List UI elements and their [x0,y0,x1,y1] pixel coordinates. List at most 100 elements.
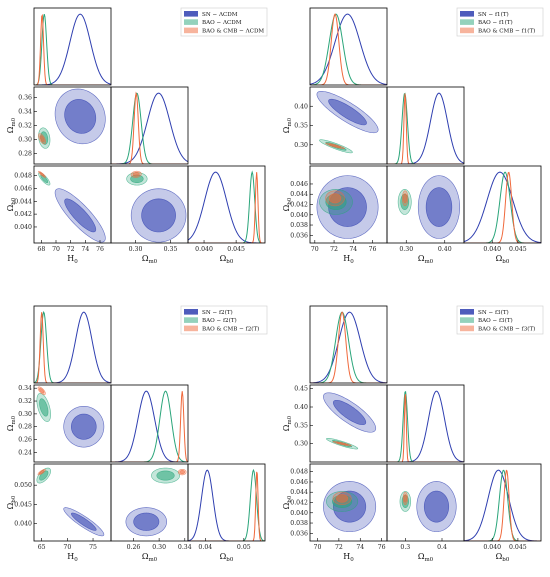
x-tick-label: 72 [335,544,343,551]
legend-swatch-cmb [184,27,198,34]
y-tick-label: 0.044 [290,191,308,198]
contour-cmb [336,494,349,503]
cell-0-0 [33,7,112,86]
y-tick-label: 0.046 [290,181,308,188]
marginal-bao [387,92,464,164]
axis-label: Ωb0 [220,552,234,563]
contour-cmb [328,193,342,204]
plot-area [111,390,188,462]
legend-label: SN − f3(T) [478,309,509,316]
x-tick-label: 0.05 [237,544,251,551]
legend: SN − f1(T)BAO − f1(T)BAO & CMB − f1(T) [456,7,544,37]
y-tick-label: 0.45 [294,386,308,393]
x-tick-label: 0.26 [127,544,141,551]
y-tick-label: 0.24 [18,449,32,456]
y-tick-label: 0.042 [290,202,308,209]
y-tick-label: 0.30 [294,441,308,448]
contour-cmb [179,470,185,475]
contour-cmb [39,388,45,394]
cell-frame [187,165,266,244]
x-tick-label: 0.040 [483,544,501,551]
marginal-sn [111,92,188,164]
cell-frame [110,86,189,165]
y-tick-label: 0.040 [290,212,308,219]
contour-bao [130,174,144,184]
y-tick-label: 0.34 [18,109,32,116]
x-tick-label: 76 [96,246,104,253]
axis-label: H0 [67,254,78,265]
y-tick-label: 0.040 [14,521,32,528]
legend-label: BAO & CMB − f2(T) [202,325,259,332]
plot-area [111,91,188,164]
contour-cmb [403,193,408,204]
axis-label: H0 [67,552,78,563]
contour-bao [39,398,49,417]
plot-area [36,467,105,537]
plot-area [126,170,187,243]
y-tick-label: 0.036 [290,232,308,239]
corner-plot-1: 0.28 0.30 0.32 0.34 0.36 Ωm0 68 70 72 74 76 H0 0.040… [6,7,268,265]
axis-label: Ωb0 [282,495,293,509]
plot-area [34,310,111,383]
contour-cmb [328,143,342,148]
contour-sn [71,413,97,440]
axis-label: Ωb0 [496,254,510,265]
marginal-bao [464,469,541,541]
cell-frame [463,165,542,244]
cell-1-0: 0.30 0.35 0.40 0.45 Ωm0 [282,384,388,463]
x-tick-label: 0.045 [509,544,527,551]
marginal-sn [464,171,541,243]
contour-sn [333,399,367,426]
legend-swatch-bao [184,19,198,25]
x-tick-label: 72 [330,246,338,253]
cell-1-1 [386,384,465,463]
y-tick-label: 0.34 [18,385,32,392]
y-tick-label: 0.30 [18,137,32,144]
plot-area [323,392,377,450]
y-tick-label: 0.40 [294,103,308,110]
cell-2-1: 0.30 0.40 Ωm0 [386,165,465,265]
x-tick-label: 70 [52,246,60,253]
y-tick-label: 0.048 [14,173,32,180]
cell-2-0: 70 72 74 76 H0 0.036 0.038 0.040 0.042 0.044 0.046… [282,165,388,265]
cell-frame [33,7,112,86]
cell-frame [309,305,388,384]
axis-label: Ωm0 [142,552,158,563]
legend: SN − f2(T)BAO − f2(T)BAO & CMB − f2(T) [180,305,268,335]
marginal-cmb [111,91,188,164]
plot-area [188,170,265,243]
contour-bao [156,470,175,481]
plot-area [323,481,377,533]
plot-area [310,311,387,383]
contour-sn [425,187,453,227]
x-tick-label: 0.30 [129,246,143,253]
contour-cmb [336,441,349,446]
y-tick-label: 0.036 [290,530,308,537]
cell-frame [386,384,465,463]
cell-2-1: 0.30 0.35 Ωm0 [110,165,189,265]
x-tick-label: 76 [369,246,377,253]
plot-area [316,90,379,154]
marginal-cmb [464,171,541,243]
marginal-bao [188,170,265,243]
y-tick-label: 0.40 [294,404,308,411]
contour-sn [64,99,97,134]
y-tick-label: 0.042 [14,211,32,218]
marginal-sn [34,311,111,383]
marginal-bao [34,14,111,85]
cell-0-0 [33,305,112,384]
x-tick-label: 0.40 [438,246,452,253]
legend-swatch-cmb [460,325,474,332]
y-tick-label: 0.28 [18,424,32,431]
marginal-bao [111,92,188,164]
contour-sn [423,490,450,523]
legend-swatch-sn [460,309,474,315]
x-tick-label: 76 [378,544,386,551]
plot-area [36,386,105,448]
